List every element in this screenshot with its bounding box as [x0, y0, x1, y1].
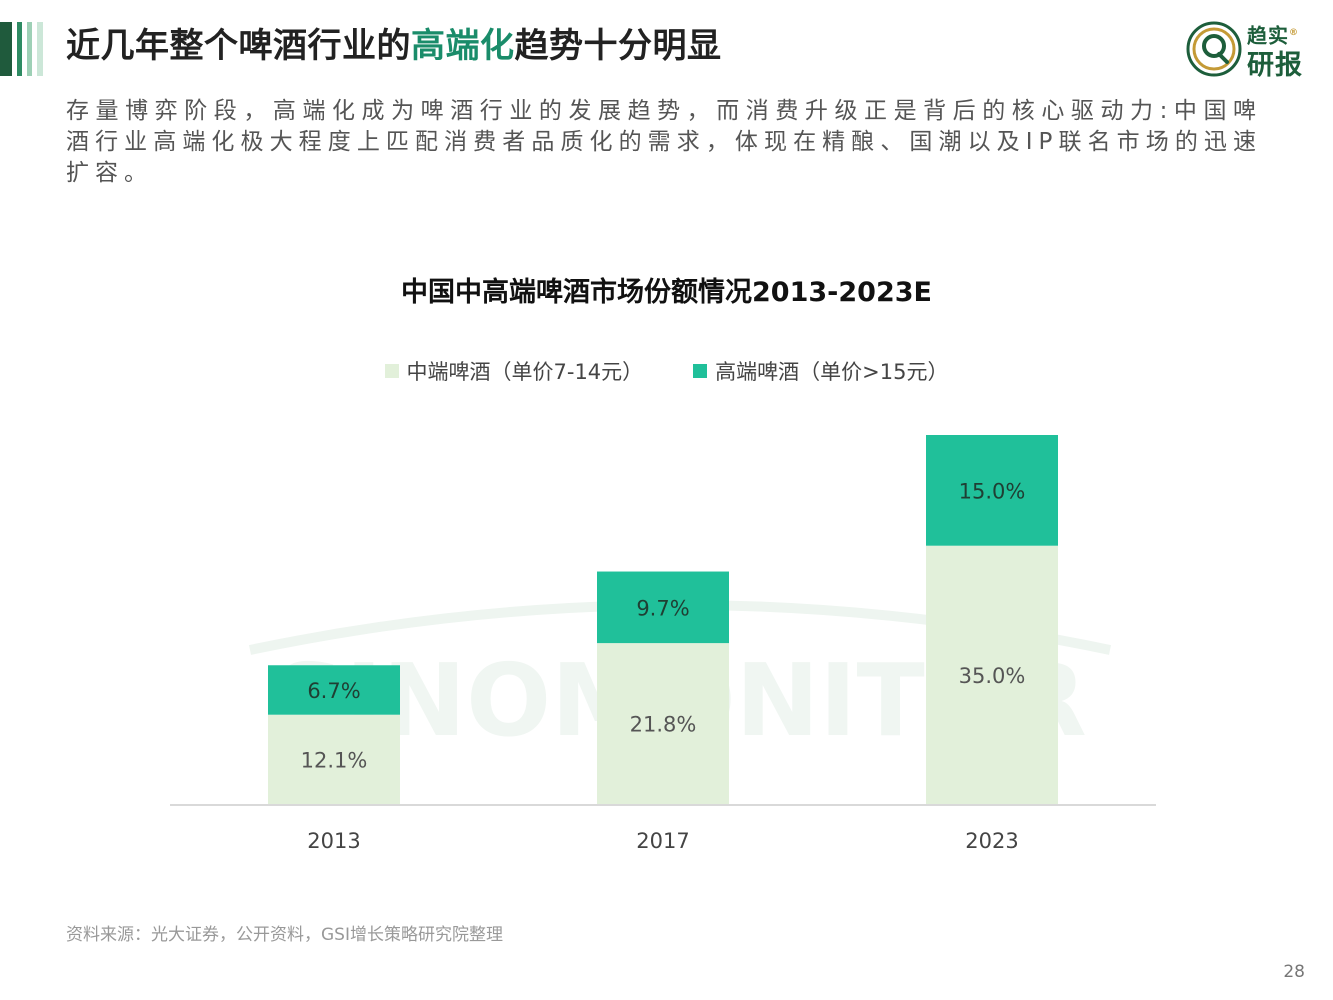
- data-label-high-2017: 9.7%: [636, 596, 689, 620]
- legend-label-high: 高端啤酒（单价>15元）: [715, 360, 949, 384]
- accent-bar-2: [17, 22, 22, 76]
- brand-logo: 趋实® 研报: [1183, 18, 1323, 80]
- data-label-mid-2023: 35.0%: [959, 664, 1026, 688]
- bar-mid-2023: [926, 545, 1058, 804]
- logo-line1: 趋实: [1247, 23, 1289, 48]
- legend-swatch-high: [693, 364, 708, 378]
- title-highlight: 高端化: [411, 26, 515, 66]
- x-tick-label-2023: 2023: [965, 829, 1018, 853]
- x-tick-label-2017: 2017: [636, 829, 689, 853]
- legend-label-mid: 中端啤酒（单价7-14元）: [406, 360, 644, 384]
- data-label-high-2023: 15.0%: [959, 479, 1026, 503]
- page-number: 28: [1283, 962, 1305, 982]
- x-tick-label-2013: 2013: [307, 829, 360, 853]
- data-label-mid-2013: 12.1%: [301, 748, 368, 772]
- registered-mark: ®: [1289, 28, 1299, 38]
- legend-item-mid: 中端啤酒（单价7-14元）: [384, 356, 644, 386]
- chart-title: 中国中高端啤酒市场份额情况2013-2023E: [401, 277, 932, 308]
- accent-bar-1: [0, 22, 12, 76]
- header-accent-bars: [0, 22, 46, 76]
- intro-paragraph: 存量博弈阶段，高端化成为啤酒行业的发展趋势，而消费升级正是背后的核心驱动力:中国…: [66, 98, 1262, 186]
- accent-bar-3: [27, 22, 32, 76]
- title-suffix: 趋势十分明显: [514, 26, 722, 66]
- source-note: 资料来源：光大证券，公开资料，GSI增长策略研究院整理: [66, 925, 503, 945]
- legend-item-high: 高端啤酒（单价>15元）: [693, 356, 949, 386]
- q-logo-icon: [1186, 21, 1242, 77]
- logo-text: 趋实® 研报: [1247, 20, 1303, 79]
- data-label-high-2013: 6.7%: [307, 679, 360, 703]
- bar-mid-2013: [268, 714, 400, 804]
- bar-mid-2017: [597, 643, 729, 804]
- page-title: 近几年整个啤酒行业的高端化趋势十分明显: [66, 22, 722, 70]
- bar-high-2023: [926, 435, 1058, 546]
- accent-bar-4: [37, 22, 43, 76]
- chart-legend: 中端啤酒（单价7-14元） 高端啤酒（单价>15元）: [0, 356, 1333, 386]
- bar-high-2013: [268, 665, 400, 715]
- title-prefix: 近几年整个啤酒行业的: [66, 26, 411, 66]
- logo-line2: 研报: [1247, 49, 1303, 81]
- data-label-mid-2017: 21.8%: [630, 713, 697, 737]
- bar-high-2017: [597, 571, 729, 644]
- legend-swatch-mid: [384, 364, 399, 378]
